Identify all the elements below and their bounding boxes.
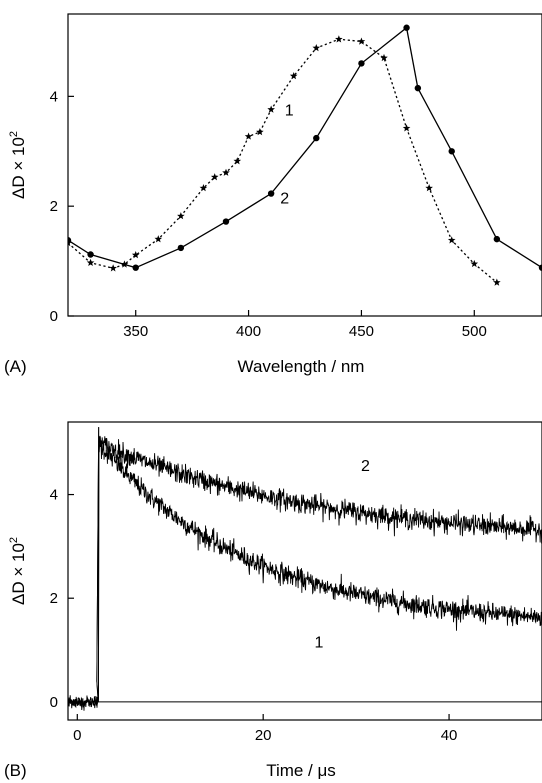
panel-label-b: (B)	[4, 761, 27, 780]
x-axis-label-b: Time / μs	[266, 761, 336, 780]
data-point	[470, 259, 479, 268]
data-point	[222, 168, 230, 176]
data-point	[380, 53, 388, 62]
data-point	[403, 24, 410, 31]
curve-label-2: 2	[280, 190, 289, 207]
data-point	[222, 218, 230, 225]
data-point	[177, 244, 185, 252]
data-point	[109, 264, 117, 272]
data-point	[493, 235, 501, 243]
data-point	[87, 251, 94, 258]
data-point	[358, 60, 365, 67]
data-point	[177, 212, 185, 220]
series-1	[68, 35, 501, 286]
panel-label-a: (A)	[4, 357, 27, 376]
x-tick-label: 500	[462, 323, 487, 340]
y-axis-label-b-base: ΔD × 10	[9, 543, 28, 605]
data-point	[256, 128, 264, 136]
x-tick-label: 350	[123, 323, 148, 340]
series-b: 12	[68, 427, 542, 711]
ticks-b: 0 20 40 0 2 4	[50, 487, 458, 744]
series-1	[68, 427, 542, 711]
series-line-1	[68, 38, 498, 284]
curve-label-1: 1	[314, 634, 323, 651]
data-point	[312, 44, 321, 52]
data-point	[313, 134, 320, 142]
data-point	[267, 190, 275, 197]
ticks-a: 350 400 450 500 0 2 4	[50, 88, 487, 340]
y-tick-label: 0	[50, 694, 58, 711]
data-point	[199, 184, 208, 192]
data-point	[267, 105, 275, 113]
curve-label-2: 2	[361, 458, 370, 475]
y-axis-label-a: ΔD × 102	[8, 131, 28, 199]
plot-frame-b	[67, 421, 542, 721]
y-tick-label: 2	[50, 590, 58, 607]
series-line-2	[68, 427, 542, 711]
data-point	[131, 251, 140, 259]
data-point	[448, 148, 455, 155]
series-2	[68, 427, 542, 711]
y-axis-label-a-exp: 2	[8, 131, 20, 137]
series-line-2	[68, 26, 542, 269]
data-point	[425, 184, 433, 192]
x-tick-label: 0	[73, 727, 81, 744]
plot-frame-a	[67, 13, 542, 317]
y-axis-label-b-exp: 2	[8, 537, 20, 543]
data-point	[447, 236, 456, 244]
data-point	[154, 235, 163, 243]
data-point	[414, 84, 422, 92]
x-tick-label: 40	[441, 727, 458, 744]
data-point	[289, 72, 298, 80]
y-tick-label: 0	[50, 308, 58, 325]
y-tick-label: 4	[50, 487, 58, 504]
data-point	[244, 132, 253, 140]
data-point	[132, 264, 139, 271]
y-tick-label: 4	[50, 88, 58, 105]
x-tick-label: 400	[236, 323, 261, 340]
x-tick-label: 20	[255, 727, 272, 744]
data-point	[86, 258, 95, 266]
curve-label-1: 1	[285, 103, 294, 120]
data-point	[493, 278, 501, 286]
series-2	[68, 24, 542, 271]
data-point	[402, 124, 411, 132]
data-point	[68, 237, 72, 244]
x-axis-label-a: Wavelength / nm	[238, 357, 365, 376]
series-line-1	[68, 427, 542, 711]
data-point	[335, 35, 343, 43]
data-point	[538, 264, 542, 271]
y-axis-label-a-base: ΔD × 10	[9, 137, 28, 199]
data-point	[233, 157, 242, 165]
y-axis-label-b: ΔD × 102	[8, 537, 28, 605]
data-point	[357, 37, 366, 45]
y-tick-label: 2	[50, 198, 58, 215]
series-a: 12	[68, 24, 542, 286]
data-point	[210, 173, 219, 181]
x-tick-label: 450	[349, 323, 374, 340]
